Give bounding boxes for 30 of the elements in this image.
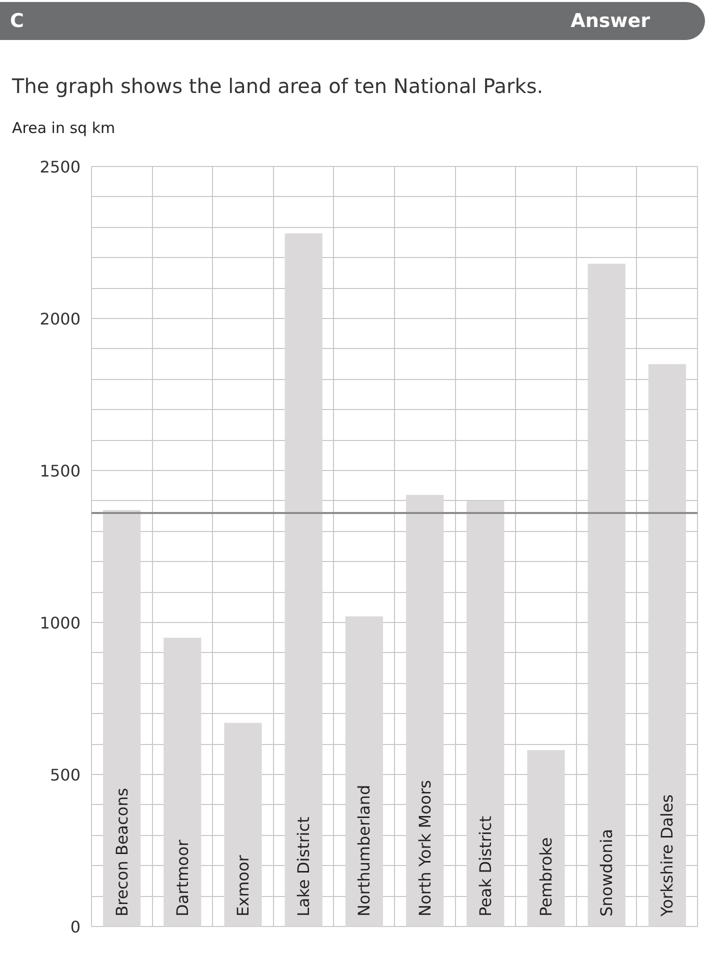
y-axis-title: Area in sq km [12,118,116,139]
x-tick-label: Lake District [294,816,314,916]
bar [345,616,383,926]
bar [648,364,686,926]
y-tick-label: 1000 [40,614,80,632]
y-tick-label: 500 [50,766,81,784]
y-tick-label: 2500 [40,158,80,176]
x-tick-label: Pembroke [536,837,556,916]
bar [466,500,504,926]
bar [406,494,444,926]
chart-subtitle: The graph shows the land area of ten National Parks. [12,73,544,100]
x-tick-label: Yorkshire Dales [658,794,677,918]
x-tick-label: North York Moors [415,780,434,916]
bar [588,264,626,926]
x-tick-label: Peak District [476,816,495,916]
bar [164,638,202,926]
x-tick-label: Snowdonia [597,828,616,916]
text: Answer [570,9,650,34]
x-tick-label: Brecon Beacons [112,788,132,916]
bar [224,722,262,926]
title: C [9,10,24,32]
bar [103,510,141,926]
y-tick-label: 0 [70,918,81,936]
bar [527,750,565,926]
x-tick-label: Exmoor [234,854,252,916]
x-tick-label: Dartmoor [172,839,192,916]
bar [284,233,322,926]
y-tick-label: 2000 [40,310,80,328]
x-tick-label: Northumberland [354,784,374,916]
y-tick-label: 1500 [40,462,80,480]
